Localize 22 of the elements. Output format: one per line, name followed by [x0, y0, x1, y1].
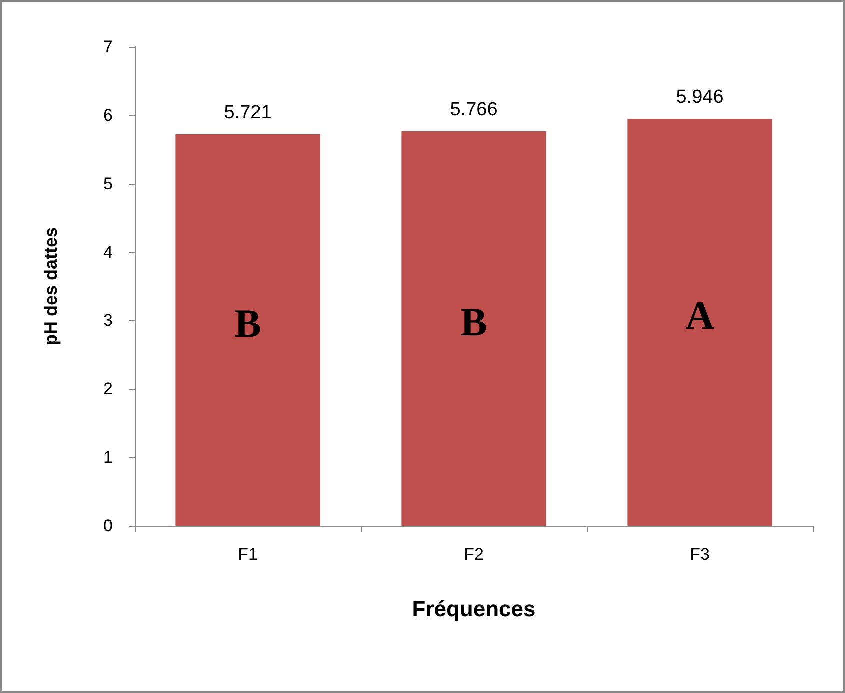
y-tick-label: 0: [104, 516, 113, 536]
y-axis-title: pH des dattes: [41, 227, 61, 346]
y-tick-label: 5: [104, 174, 113, 194]
data-label: 5.766: [450, 99, 498, 120]
bar: [402, 131, 546, 526]
y-tick-label: 2: [104, 380, 113, 399]
bar: [176, 134, 320, 526]
bar: [628, 119, 772, 526]
x-tick-label: F1: [238, 545, 258, 564]
annotation: A: [686, 293, 715, 338]
data-label: 5.721: [224, 102, 272, 124]
y-tick-label: 7: [104, 38, 113, 56]
annotation: B: [460, 299, 488, 344]
annotation: B: [234, 300, 262, 346]
x-axis-title: Fréquences: [412, 596, 536, 622]
y-tick-label: 1: [104, 448, 113, 468]
x-tick-label: F3: [690, 545, 710, 564]
y-tick-label: 4: [104, 242, 113, 262]
y-tick-label: 3: [104, 311, 113, 330]
y-tick-label: 6: [104, 106, 113, 125]
data-label: 5.946: [676, 87, 724, 108]
x-tick-label: F2: [464, 545, 484, 564]
